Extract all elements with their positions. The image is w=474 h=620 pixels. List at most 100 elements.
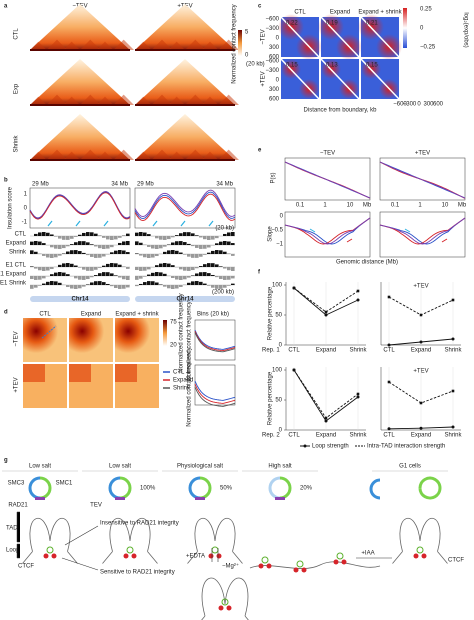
row-label: Exp: [14, 83, 20, 94]
slope-curve: [379, 217, 466, 245]
tad: [30, 41, 47, 50]
track-bar: [179, 267, 183, 270]
chromatin: [102, 517, 158, 564]
tad: [218, 149, 239, 160]
track-bar: [78, 234, 82, 236]
track-bar: [155, 236, 159, 239]
track-bar: [191, 267, 195, 271]
track-bar: [34, 251, 38, 254]
track-bar: [215, 285, 219, 289]
track-bar: [70, 263, 74, 267]
track-bar: [195, 267, 199, 269]
arrow: [152, 220, 158, 227]
track-bar: [86, 284, 90, 285]
tad: [135, 41, 152, 50]
track-bar: [223, 276, 227, 280]
plot-frame: [284, 211, 371, 258]
heatmap: [135, 114, 235, 160]
tad: [168, 41, 185, 50]
column-label: CTL: [294, 10, 306, 16]
track-bar: [159, 272, 163, 276]
track-bar: [82, 276, 86, 280]
track-bar: [203, 283, 207, 285]
track-bar: [183, 254, 187, 255]
track-bar: [211, 263, 215, 267]
label: Sensitive to RAD21 integrity: [100, 570, 175, 576]
track-bar: [135, 276, 139, 280]
track-bar: [122, 285, 126, 289]
track-bar: [223, 241, 227, 245]
pileup: [69, 318, 113, 362]
track-bar: [58, 254, 62, 256]
track-bar: [179, 252, 183, 254]
track-bar: [187, 282, 191, 285]
track-bar: [38, 285, 42, 286]
track-bar: [155, 254, 159, 257]
label: +IAA: [361, 551, 374, 557]
track-bar: [122, 250, 126, 254]
track-label: Shrink: [9, 250, 27, 256]
tad: [46, 39, 68, 50]
tad: [80, 39, 101, 50]
track-bar: [34, 285, 38, 288]
track-bar: [94, 245, 98, 247]
track-bar: [163, 236, 167, 240]
track-bar: [114, 236, 118, 240]
column-label: Expand: [81, 312, 101, 318]
smc1-ring: [279, 476, 292, 500]
y-tick-label: 1: [24, 192, 28, 198]
track-bar: [126, 252, 130, 254]
intra-point: [451, 389, 455, 393]
track-bar: [90, 276, 94, 278]
profile-curve: [194, 383, 236, 404]
track-bar: [175, 276, 179, 280]
label: 29 Mb: [137, 182, 154, 188]
track-bar: [114, 275, 118, 276]
track-bar: [159, 245, 163, 249]
track-bar: [147, 254, 151, 258]
track-bar: [151, 281, 155, 285]
track-bar: [98, 281, 102, 285]
x-tick-label: Shrink: [349, 433, 367, 439]
loop-point: [451, 337, 455, 341]
ctcf: [333, 559, 339, 565]
track-bar: [231, 283, 235, 285]
arrow: [47, 220, 53, 227]
profile-curve: [194, 332, 236, 353]
track-bar: [110, 245, 114, 248]
smc3-ring: [268, 476, 281, 500]
arrow: [441, 238, 448, 243]
x-tick-label: −300: [403, 102, 417, 108]
track-bar: [94, 254, 98, 258]
panel-label: a: [4, 4, 8, 10]
track-bar: [187, 276, 191, 278]
track-bar: [191, 233, 195, 236]
label: log₂(exp/obs): [462, 12, 468, 47]
plot-frame: [194, 319, 236, 361]
track-bar: [42, 283, 46, 285]
track-bar: [82, 267, 86, 270]
tad: [96, 151, 114, 160]
track-bar: [171, 285, 175, 289]
track-bar: [110, 236, 114, 240]
track-bar: [195, 245, 199, 248]
ctcf: [266, 563, 272, 569]
track-bar: [171, 242, 175, 245]
track-bar: [191, 275, 195, 276]
track-bar: [66, 236, 70, 240]
tad: [168, 151, 185, 160]
track-bar: [98, 267, 102, 268]
label: Normalized contact frequency: [187, 301, 193, 380]
track-bar: [167, 236, 171, 240]
y-tick-label: 100: [272, 368, 283, 374]
track-bar: [94, 267, 98, 270]
label: (200 kb): [212, 290, 234, 296]
track-bar: [135, 241, 139, 245]
column-label: CTL: [39, 312, 51, 318]
track-bar: [151, 245, 155, 249]
track-bar: [58, 245, 62, 249]
smc1-ring: [199, 476, 212, 500]
intra-point: [451, 298, 455, 302]
profile-curve: [194, 380, 236, 401]
track-bar: [183, 242, 187, 245]
